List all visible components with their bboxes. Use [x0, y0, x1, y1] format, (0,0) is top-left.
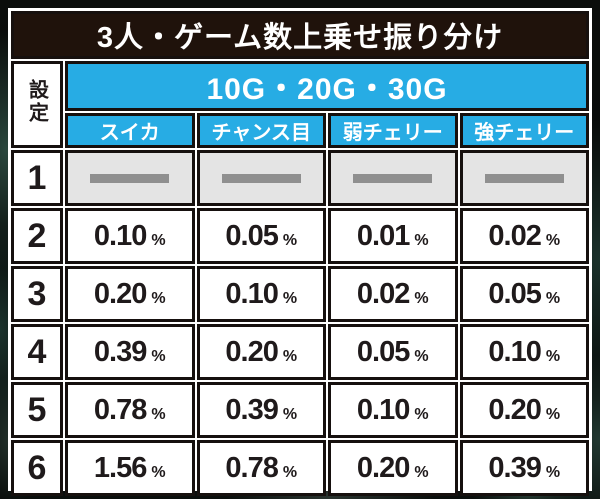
value-cell: 0.10% — [459, 324, 589, 380]
column-header-chance-me: チャンス目 — [196, 113, 326, 148]
setting-number: 2 — [11, 208, 63, 264]
value-cell: 0.10% — [196, 266, 326, 322]
value-cell: 0.39% — [196, 382, 326, 438]
value-cell: 0.01% — [328, 208, 458, 264]
value-cell: 0.20% — [196, 324, 326, 380]
table-row-setting-2: 2 0.10% 0.05% 0.01% 0.02% — [11, 208, 589, 264]
value-cell: 0.78% — [196, 440, 326, 496]
value-cell: 0.10% — [328, 382, 458, 438]
dash-bar — [221, 173, 301, 183]
value-cell: 0.02% — [459, 208, 589, 264]
table-row-setting-6: 6 1.56% 0.78% 0.20% 0.39% — [11, 440, 589, 496]
value-number: 0.20 — [488, 393, 541, 426]
dash-bar — [353, 173, 433, 183]
column-header-weak-cherry: 弱チェリー — [328, 113, 458, 148]
percent-sign: % — [545, 405, 561, 423]
percent-sign: % — [282, 347, 298, 365]
value-number: 0.78 — [93, 393, 147, 426]
setting-number: 1 — [11, 150, 63, 206]
value-number: 0.02 — [356, 277, 410, 310]
value-number: 0.20 — [225, 335, 278, 368]
value-cell: 1.56% — [65, 440, 195, 496]
percent-sign: % — [545, 347, 561, 365]
value-number: 0.05 — [225, 219, 278, 252]
distribution-table: 3人・ゲーム数上乗せ振り分け 設定 10G・20G・30G スイカ チャンス目 … — [9, 9, 591, 498]
value-number: 0.39 — [225, 393, 278, 426]
value-cell: 0.05% — [196, 208, 326, 264]
percent-sign: % — [151, 405, 166, 423]
column-header-strong-cherry: 強チェリー — [459, 113, 589, 148]
setting-header-label: 設定 — [25, 79, 48, 125]
distribution-table-panel: 3人・ゲーム数上乗せ振り分け 設定 10G・20G・30G スイカ チャンス目 … — [8, 8, 592, 496]
percent-sign: % — [414, 289, 429, 307]
value-number: 0.01 — [356, 219, 410, 252]
setting-header-cell: 設定 — [11, 61, 63, 148]
value-number: 0.02 — [488, 219, 541, 252]
value-cell: 0.20% — [65, 266, 195, 322]
value-cell: 0.05% — [459, 266, 589, 322]
percent-sign: % — [282, 289, 298, 307]
value-number: 0.39 — [93, 335, 147, 368]
table-row-setting-1: 1 — [11, 150, 589, 206]
table-row-setting-5: 5 0.78% 0.39% 0.10% 0.20% — [11, 382, 589, 438]
value-number: 0.10 — [356, 393, 410, 426]
percent-sign: % — [545, 463, 561, 481]
percent-sign: % — [151, 463, 166, 481]
group-header-row: 設定 10G・20G・30G — [11, 61, 589, 148]
percent-sign: % — [545, 289, 561, 307]
value-cell — [459, 150, 589, 206]
setting-number: 5 — [11, 382, 63, 438]
table-row-setting-4: 4 0.39% 0.20% 0.05% 0.10% — [11, 324, 589, 380]
value-cell — [328, 150, 458, 206]
setting-number: 6 — [11, 440, 63, 496]
value-cell: 0.78% — [65, 382, 195, 438]
value-cell: 0.39% — [65, 324, 195, 380]
value-number: 0.20 — [93, 277, 147, 310]
value-cell: 0.20% — [328, 440, 458, 496]
value-cell: 0.10% — [65, 208, 195, 264]
percent-sign: % — [151, 347, 166, 365]
value-cell: 0.02% — [328, 266, 458, 322]
table-title: 3人・ゲーム数上乗せ振り分け — [11, 11, 589, 59]
column-header-suika: スイカ — [65, 113, 195, 148]
percent-sign: % — [414, 463, 429, 481]
value-number: 0.78 — [225, 451, 278, 484]
percent-sign: % — [282, 405, 298, 423]
value-cell: 0.20% — [459, 382, 589, 438]
value-number: 0.05 — [356, 335, 410, 368]
value-number: 0.39 — [488, 451, 541, 484]
percent-sign: % — [151, 231, 166, 249]
percent-sign: % — [414, 347, 429, 365]
setting-number: 4 — [11, 324, 63, 380]
dash-bar — [484, 173, 564, 183]
value-number: 1.56 — [93, 451, 147, 484]
group-header-cell: 10G・20G・30G — [65, 61, 589, 111]
value-cell: 0.05% — [328, 324, 458, 380]
value-number: 0.20 — [356, 451, 410, 484]
column-header-row: スイカ チャンス目 弱チェリー 強チェリー — [11, 113, 589, 148]
title-row: 3人・ゲーム数上乗せ振り分け — [11, 11, 589, 59]
percent-sign: % — [545, 231, 561, 249]
percent-sign: % — [414, 405, 429, 423]
percent-sign: % — [282, 231, 298, 249]
percent-sign: % — [282, 463, 298, 481]
value-cell — [65, 150, 195, 206]
percent-sign: % — [151, 289, 166, 307]
dash-bar — [90, 173, 170, 183]
value-number: 0.10 — [225, 277, 278, 310]
value-number: 0.10 — [93, 219, 147, 252]
value-number: 0.05 — [488, 277, 541, 310]
value-number: 0.10 — [488, 335, 541, 368]
percent-sign: % — [414, 231, 429, 249]
table-row-setting-3: 3 0.20% 0.10% 0.02% 0.05% — [11, 266, 589, 322]
setting-number: 3 — [11, 266, 63, 322]
value-cell: 0.39% — [459, 440, 589, 496]
value-cell — [196, 150, 326, 206]
